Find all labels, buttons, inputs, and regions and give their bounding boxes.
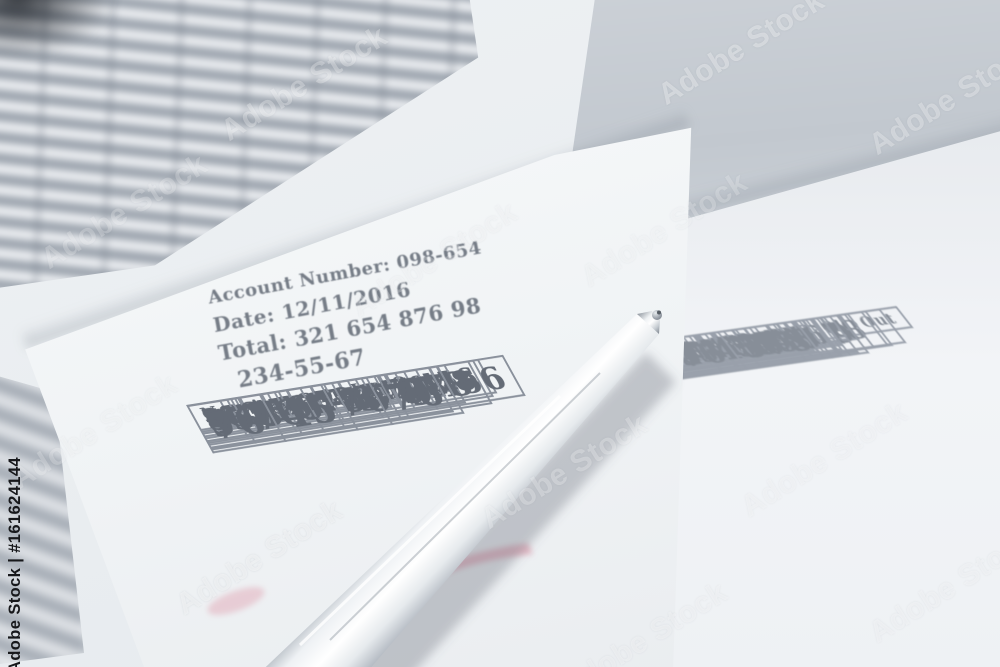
pen-ball-point xyxy=(657,310,661,315)
pink-ink-mark-small xyxy=(207,587,265,615)
pen-body-streak2 xyxy=(298,394,562,647)
dark-corner-shadow xyxy=(0,0,115,60)
stock-id-watermark: Adobe Stock | #161624144 xyxy=(6,457,24,667)
pen-body-streak xyxy=(329,372,601,641)
